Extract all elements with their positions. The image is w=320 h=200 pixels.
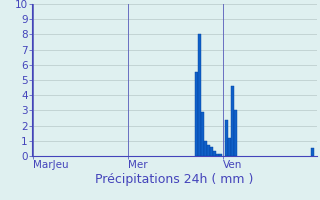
X-axis label: Précipitations 24h ( mm ): Précipitations 24h ( mm ) (95, 173, 253, 186)
Bar (207, 145, 210, 156)
Bar (213, 151, 216, 156)
Bar (204, 141, 207, 156)
Bar (311, 148, 314, 156)
Bar (198, 34, 201, 156)
Bar (219, 154, 222, 156)
Bar (231, 86, 234, 156)
Bar (195, 72, 198, 156)
Bar (225, 120, 228, 156)
Bar (201, 112, 204, 156)
Bar (228, 138, 231, 156)
Bar (234, 110, 236, 156)
Bar (216, 154, 219, 156)
Bar (210, 147, 213, 156)
